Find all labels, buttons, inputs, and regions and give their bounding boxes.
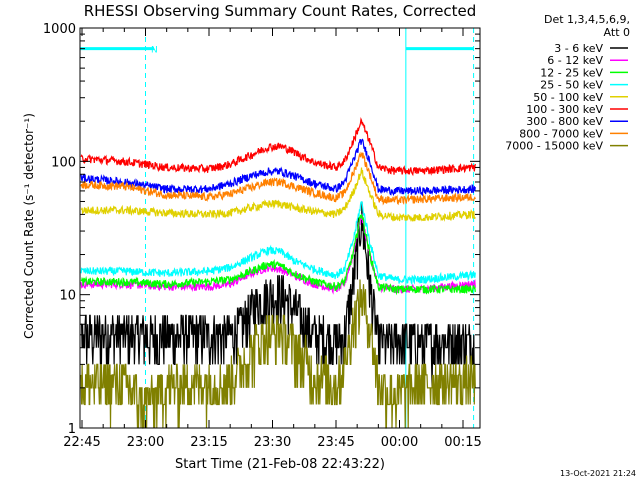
annotation-hbar-label-3: N <box>151 46 158 56</box>
legend-header-line-2: Att 0 <box>604 26 630 39</box>
legend-label: 25 - 50 keV <box>540 79 603 92</box>
series-line <box>80 151 476 206</box>
x-tick-label: 23:15 <box>190 435 227 450</box>
series-300-800-kev <box>80 138 476 197</box>
x-tick-label: 23:00 <box>127 435 164 450</box>
series-line <box>80 279 476 429</box>
series-line <box>80 201 476 286</box>
series-line <box>80 214 476 296</box>
legend-label: 7000 - 15000 keV <box>505 140 603 153</box>
footer-timestamp: 13-Oct-2021 21:24 <box>560 469 636 478</box>
legend-label: 6 - 12 keV <box>547 54 603 67</box>
series-800-7000-kev <box>80 151 476 206</box>
series-line <box>80 138 476 197</box>
series-12-25-kev <box>80 214 476 296</box>
chart-title: RHESSI Observing Summary Count Rates, Co… <box>84 2 477 20</box>
legend-label: 3 - 6 keV <box>554 42 603 55</box>
series-7000-15000-kev <box>80 279 476 429</box>
y-tick-label: 1 <box>68 422 76 437</box>
legend-header-line-1: Det 1,3,4,5,6,9, <box>544 13 630 26</box>
legend-label: 300 - 800 keV <box>526 115 603 128</box>
legend-label: 12 - 25 keV <box>540 66 603 79</box>
y-tick-label: 100 <box>51 155 76 170</box>
plot-frame <box>79 27 481 429</box>
legend-label: 100 - 300 keV <box>526 103 603 116</box>
x-tick-label: 23:45 <box>317 435 354 450</box>
series-25-50-kev <box>80 201 476 286</box>
series-100-300-kev <box>80 117 476 177</box>
axis-layer: 1 10 100 1000 22:45 23:00 23:15 23:30 23:45 00:00… <box>43 22 482 450</box>
series-line <box>80 117 476 177</box>
x-tick-label: 22:45 <box>63 435 100 450</box>
x-tick-label: 00:00 <box>381 435 418 450</box>
series-line <box>80 167 476 222</box>
x-tick-label: 23:30 <box>254 435 291 450</box>
y-tick-label: 1000 <box>43 22 76 37</box>
series-50-100-kev <box>80 167 476 222</box>
x-axis-label: Start Time (21-Feb-08 22:43:22) <box>175 457 385 472</box>
series-layer <box>80 117 476 429</box>
x-tick-label: 00:15 <box>444 435 481 450</box>
y-tick-label: 10 <box>59 289 76 304</box>
y-axis-label: Corrected Count Rate (s⁻¹ detector⁻¹) <box>22 113 36 339</box>
legend-label: 800 - 7000 keV <box>519 127 603 140</box>
legend-label: 50 - 100 keV <box>533 91 603 104</box>
